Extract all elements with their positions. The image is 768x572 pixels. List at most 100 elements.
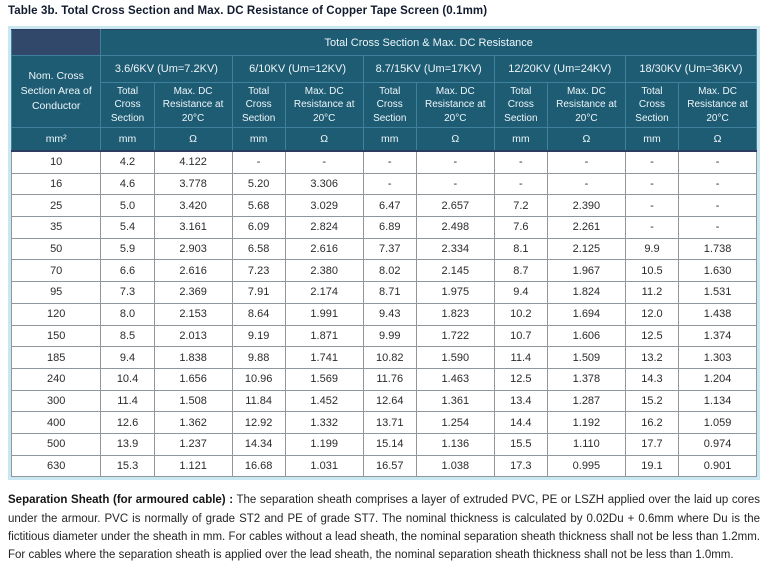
data-cell: 13.9 (100, 432, 155, 456)
data-table-container: Total Cross Section & Max. DC Resistance… (8, 26, 760, 481)
data-cell: 1.134 (678, 389, 757, 413)
data-cell: 7.2 (493, 194, 548, 218)
table-row: 70 6.6 2.616 7.23 2.380 8.02 2.145 8.7 1.967 10.5… (10, 259, 757, 283)
data-cell: - (231, 150, 286, 174)
data-cell: 9.99 (362, 324, 417, 348)
data-cell: 5.20 (231, 172, 286, 196)
data-cell: 1.031 (284, 454, 364, 478)
data-cell: 1.630 (678, 259, 757, 283)
data-cell: 6.89 (362, 216, 417, 239)
data-cell: 14.34 (231, 432, 286, 456)
data-cell: 12.6 (100, 411, 155, 434)
table-row: 630 15.3 1.121 16.68 1.031 16.57 1.038 17.3 0.99… (10, 454, 757, 478)
data-cell: 2.369 (153, 281, 233, 304)
data-cell: 8.64 (231, 302, 286, 326)
data-cell: 14.3 (624, 367, 680, 391)
data-cell: 2.616 (284, 237, 364, 261)
data-cell: - (678, 194, 757, 218)
data-cell: 11.2 (624, 281, 680, 304)
data-cell: 7.3 (100, 281, 155, 304)
data-cell: 6.6 (100, 259, 155, 283)
data-cell: 1.374 (678, 324, 757, 348)
data-cell: 1.254 (415, 411, 495, 434)
data-cell: 11.84 (231, 389, 286, 413)
data-cell: 5.4 (100, 216, 155, 239)
data-cell: 1.303 (678, 346, 757, 369)
data-cell: 1.975 (415, 281, 495, 304)
data-cell: 1.332 (284, 411, 364, 434)
data-cell: 3.778 (153, 172, 233, 196)
data-cell: 2.657 (415, 194, 495, 218)
data-cell: 10.4 (100, 367, 155, 391)
sub-header-row: Total Cross Section Max. DC Resistance at… (12, 82, 757, 128)
unit-mm: mm (493, 127, 548, 152)
data-cell: 2.498 (415, 216, 495, 239)
conductor-size-cell: 185 (10, 346, 102, 369)
data-cell: 12.0 (624, 302, 680, 326)
row-header: Nom. Cross Section Area of Conductor (10, 55, 102, 128)
data-cell: 1.362 (153, 411, 233, 434)
data-cell: 2.903 (153, 237, 233, 261)
data-cell: - (546, 150, 626, 174)
data-cell: 2.125 (546, 237, 626, 261)
data-cell: 2.334 (415, 237, 495, 261)
data-cell: 1.136 (415, 432, 495, 456)
data-cell: 2.824 (284, 216, 364, 239)
table-row: 35 5.4 3.161 6.09 2.824 6.89 2.498 7.6 2.261- - (10, 216, 757, 239)
sub-header-max-dc-resistance: Max. DC Resistance at 20°C (678, 82, 757, 128)
data-cell: 13.2 (624, 346, 680, 369)
conductor-size-cell: 50 (10, 237, 102, 261)
data-cell: 13.71 (362, 411, 417, 434)
data-cell: 1.606 (546, 324, 626, 348)
data-cell: 0.995 (546, 454, 626, 478)
data-cell: 6.58 (231, 237, 286, 261)
data-cell: 16.57 (362, 454, 417, 478)
data-cell: 8.5 (100, 324, 155, 348)
data-cell: 7.37 (362, 237, 417, 261)
data-table: Total Cross Section & Max. DC Resistance… (10, 29, 758, 478)
table-row: 10 4.2 4.122- - - - - - - - (10, 150, 757, 174)
data-cell: 2.616 (153, 259, 233, 283)
data-cell: 5.68 (231, 194, 286, 218)
data-cell: 1.509 (546, 346, 626, 369)
row-header-unit: mm² (10, 127, 102, 152)
unit-mm: mm (100, 127, 155, 152)
footnote-text: The separation sheath comprises a layer … (8, 494, 760, 562)
data-cell: 6.09 (231, 216, 286, 239)
voltage-group-header: 12/20KV (Um=24KV) (493, 55, 626, 83)
data-cell: 1.738 (678, 237, 757, 261)
data-cell: 15.3 (100, 454, 155, 478)
data-cell: 16.2 (624, 411, 680, 434)
table-body: 10 4.2 4.122- - - - - - - -16 4.6 3.778 5.20 3.306- - -… (10, 150, 757, 478)
data-cell: 7.91 (231, 281, 286, 304)
data-cell: 1.452 (284, 389, 364, 413)
data-cell: 15.5 (493, 432, 548, 456)
data-cell: 1.121 (153, 454, 233, 478)
table-row: 16 4.6 3.778 5.20 3.306- - - - - - (10, 172, 757, 196)
data-cell: 4.2 (100, 150, 155, 174)
data-cell: 8.71 (362, 281, 417, 304)
voltage-group-header: 3.6/6KV (Um=7.2KV) (100, 55, 233, 83)
conductor-size-cell: 95 (10, 281, 102, 304)
data-cell: 5.0 (100, 194, 155, 218)
data-cell: 8.7 (493, 259, 548, 283)
data-cell: 1.287 (546, 389, 626, 413)
data-cell: 1.722 (415, 324, 495, 348)
data-cell: 1.192 (546, 411, 626, 434)
data-cell: 1.741 (284, 346, 364, 369)
data-cell: 14.4 (493, 411, 548, 434)
conductor-size-cell: 240 (10, 367, 102, 391)
data-cell: 2.174 (284, 281, 364, 304)
data-cell: 9.19 (231, 324, 286, 348)
conductor-size-cell: 150 (10, 324, 102, 348)
data-cell: 12.64 (362, 389, 417, 413)
data-cell: 1.838 (153, 346, 233, 369)
data-cell: 13.4 (493, 389, 548, 413)
conductor-size-cell: 25 (10, 194, 102, 218)
data-cell: 15.2 (624, 389, 680, 413)
data-cell: - (284, 150, 364, 174)
data-cell: 17.7 (624, 432, 680, 456)
data-cell: 12.5 (624, 324, 680, 348)
